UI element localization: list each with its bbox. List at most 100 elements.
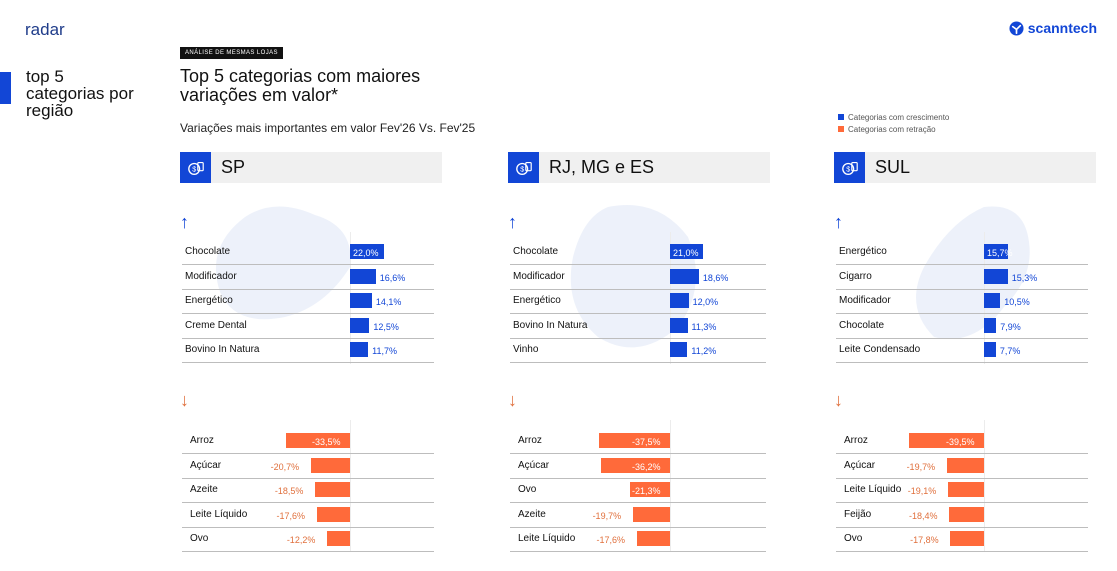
data-label: 11,7%	[372, 346, 397, 356]
data-label: 10,5%	[1004, 297, 1030, 307]
bar-decline	[286, 433, 350, 448]
region-name: SUL	[875, 157, 911, 177]
legend-item-growth: Categorias com crescimento	[838, 112, 949, 122]
region-name: SP	[221, 157, 246, 177]
category-label: Leite Líquido	[190, 508, 248, 520]
legend-swatch-decline	[838, 126, 844, 132]
bar-growth	[984, 342, 996, 357]
table-row: Leite Líquido -19,1%	[836, 478, 1088, 503]
category-label: Ovo	[518, 484, 537, 495]
bar-decline	[601, 457, 670, 473]
chart-legend: Categorias com crescimento Categorias co…	[838, 112, 949, 136]
bar-decline	[598, 433, 670, 448]
bar-decline	[947, 482, 984, 497]
bar-growth	[350, 268, 376, 284]
arrow-up-icon: ↑	[834, 212, 843, 232]
money-bag-icon: $	[834, 152, 865, 183]
category-label: Açúcar	[518, 459, 550, 471]
category-label: Arroz	[844, 435, 868, 446]
region-map-silhouette	[215, 206, 351, 320]
bar-decline	[310, 457, 350, 473]
table-row: Açúcar -20,7%	[182, 454, 434, 479]
region-panel-sp: $ SP ↑ ↓ Chocolate 22,0% Modificador 16,6% Energ…	[180, 152, 442, 562]
category-label: Cigarro	[839, 270, 872, 282]
arrow-down-icon: ↓	[508, 390, 517, 410]
axis-guide	[984, 420, 985, 552]
category-label: Bovino In Natura	[513, 319, 588, 331]
data-label: -12,2%	[286, 535, 316, 545]
region-map-silhouette	[916, 206, 1030, 339]
category-label: Leite Líquido	[518, 533, 576, 544]
legend-label-decline: Categorias com retração	[848, 124, 936, 134]
bar-growth	[350, 293, 372, 308]
bar-growth	[670, 268, 699, 284]
axis-guide	[350, 420, 351, 552]
bar-growth	[670, 342, 688, 357]
bar-growth	[984, 268, 1008, 284]
table-row: Leite Líquido -17,6%	[510, 527, 766, 552]
table-row: Feijão -18,4%	[836, 503, 1088, 528]
bar-decline	[326, 531, 350, 546]
svg-text:$: $	[192, 164, 196, 173]
axis-guide	[670, 420, 671, 552]
data-label: -21,3%	[632, 486, 661, 496]
region-panel-rj-mg-e-es: $ RJ, MG e ES ↑ ↓ Chocolate 21,0% Modificador 1…	[508, 152, 770, 562]
bar-decline	[632, 506, 670, 522]
category-label: Modificador	[839, 295, 891, 306]
table-row: Chocolate 21,0%	[510, 240, 766, 265]
category-label: Vinho	[513, 344, 539, 355]
bar-decline	[908, 433, 984, 448]
category-label: Chocolate	[185, 246, 231, 257]
bar-decline	[946, 457, 984, 473]
arrow-down-icon: ↓	[834, 390, 843, 410]
table-row: Energético 15,7%	[836, 240, 1088, 265]
bar-decline	[316, 506, 350, 522]
bar-growth	[984, 293, 1001, 308]
legend-swatch-growth	[838, 114, 844, 120]
region-panel-sul: $ SUL ↑ ↓ Energético 15,7% Cigarro 15,3% Modific…	[834, 152, 1096, 562]
category-label: Bovino In Natura	[185, 344, 260, 355]
bar-growth	[350, 244, 385, 259]
table-row: Creme Dental 12,5%	[182, 314, 434, 339]
table-row: Leite Líquido -17,6%	[182, 503, 434, 528]
category-label: Feijão	[844, 508, 872, 520]
data-label: 16,6%	[379, 272, 406, 283]
data-label: -17,6%	[276, 510, 306, 521]
bar-decline	[949, 506, 984, 522]
category-label: Energético	[839, 246, 887, 257]
bar-decline	[950, 531, 984, 546]
bar-decline	[629, 482, 670, 497]
data-label: 11,3%	[691, 321, 717, 332]
arrow-up-icon: ↑	[508, 212, 517, 232]
table-row: Energético 12,0%	[510, 289, 766, 314]
table-row: Cigarro 15,3%	[836, 265, 1088, 290]
scanntech-logo: scanntech	[1009, 20, 1097, 36]
bar-growth	[670, 244, 703, 259]
category-label: Azeite	[190, 484, 218, 495]
table-row: Bovino In Natura 11,3%	[510, 314, 766, 339]
category-label: Chocolate	[513, 246, 559, 257]
data-label: -33,5%	[312, 437, 341, 447]
data-label: 22,0%	[353, 248, 379, 258]
bar-decline	[636, 531, 670, 546]
table-row: Leite Condensado 7,7%	[836, 338, 1088, 363]
category-label: Ovo	[844, 533, 863, 544]
data-label: -39,5%	[946, 437, 975, 447]
table-row: Arroz -33,5%	[182, 429, 434, 454]
data-label: 14,1%	[375, 297, 402, 307]
bar-decline	[314, 482, 350, 497]
data-label: 12,0%	[692, 297, 719, 307]
category-label: Ovo	[190, 533, 209, 544]
table-row: Açúcar -19,7%	[836, 454, 1088, 479]
page-subtitle: Variações mais importantes em valor Fev'…	[180, 121, 476, 135]
data-label: -36,2%	[632, 461, 661, 472]
bar-growth	[350, 342, 369, 357]
category-label: Leite Condensado	[839, 344, 921, 355]
scanntech-logo-icon	[1009, 20, 1024, 36]
svg-text:$: $	[520, 164, 524, 173]
table-row: Chocolate 22,0%	[182, 240, 434, 265]
data-label: -20,7%	[270, 461, 300, 472]
data-label: 21,0%	[673, 248, 699, 258]
data-label: -37,5%	[632, 437, 661, 447]
category-label: Açúcar	[844, 459, 876, 471]
